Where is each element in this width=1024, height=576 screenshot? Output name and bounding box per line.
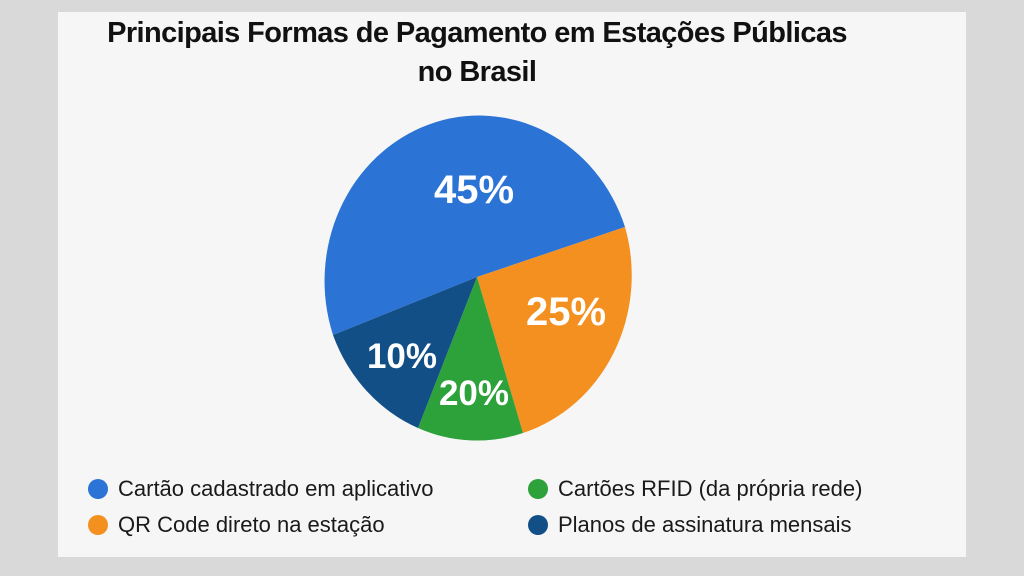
legend-dot-blue-icon	[88, 479, 108, 499]
pie-slice-app-card	[324, 115, 626, 335]
pie-slice-rfid	[418, 277, 523, 441]
legend-label: Cartões RFID (da própria rede)	[558, 476, 863, 501]
chart-title-line-2: no Brasil	[417, 56, 537, 88]
legend-label: QR Code direto na estação	[118, 512, 385, 537]
legend-dot-orange-icon	[88, 515, 108, 535]
slice-label-10: 10%	[367, 337, 437, 376]
legend-label: Cartão cadastrado em aplicativo	[118, 476, 434, 501]
chart-title: Principais Formas de Pagamento em Estaçõ…	[0, 14, 954, 92]
chart-title-line-1: Principais Formas de Pagamento em Estaçõ…	[107, 17, 847, 49]
legend-dot-navy-icon	[528, 515, 548, 535]
pie-slice-qr-code	[477, 227, 632, 433]
slice-label-45: 45%	[434, 168, 514, 212]
legend-dot-green-icon	[528, 479, 548, 499]
legend-item-app-card: Cartão cadastrado em aplicativo	[88, 474, 434, 504]
legend-label: Planos de assinatura mensais	[558, 512, 852, 537]
legend-item-subscription: Planos de assinatura mensais	[528, 510, 852, 540]
legend-item-rfid: Cartões RFID (da própria rede)	[528, 474, 862, 504]
legend-item-qr-code: QR Code direto na estação	[88, 510, 385, 540]
pie-slice-subscription	[333, 277, 477, 428]
slice-label-25: 25%	[526, 290, 606, 334]
slice-label-20: 20%	[439, 374, 509, 413]
